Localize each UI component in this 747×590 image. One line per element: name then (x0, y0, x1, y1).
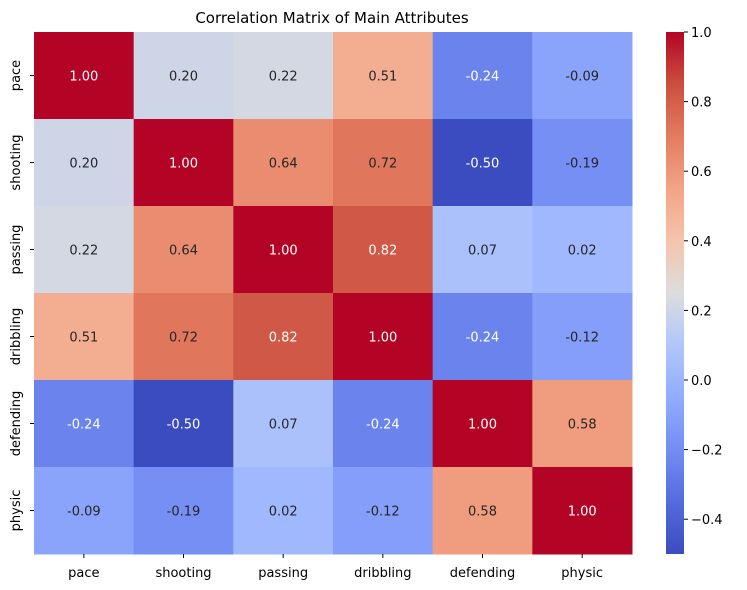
cell-value-label: -0.24 (466, 70, 500, 85)
cell-value-label: -0.24 (466, 331, 500, 346)
cell-value-label: 0.07 (269, 418, 298, 433)
cell-value-label: 0.64 (269, 157, 298, 172)
heatmap-cell (333, 206, 434, 294)
heatmap-cell (432, 119, 533, 207)
heatmap-cell (133, 32, 234, 120)
cell-value-label: -0.12 (565, 331, 599, 346)
y-tick-label: dribbling (9, 308, 24, 365)
heatmap-cell (233, 119, 334, 207)
cell-value-label: 0.51 (69, 331, 98, 346)
cell-value-label: 0.58 (468, 505, 497, 520)
cell-value-label: -0.09 (67, 505, 101, 520)
heatmap-cell (333, 32, 434, 120)
cell-value-label: -0.19 (565, 157, 599, 172)
cell-value-label: 0.22 (69, 244, 98, 259)
heatmap-cell (333, 467, 434, 555)
heatmap-cell (532, 467, 633, 555)
heatmap-cell (133, 206, 234, 294)
heatmap-cell (333, 293, 434, 381)
cell-value-label: 0.20 (69, 157, 98, 172)
heatmap-cell (233, 32, 334, 120)
cell-value-label: 1.00 (169, 157, 198, 172)
colorbar-tick-label: 0.6 (691, 165, 712, 180)
cell-value-label: 0.82 (368, 244, 397, 259)
cell-value-label: -0.19 (167, 505, 201, 520)
cell-value-label: 0.02 (269, 505, 298, 520)
heatmap-cell (432, 467, 533, 555)
colorbar-tick-label: 1.0 (691, 26, 712, 41)
colorbar-gradient (666, 32, 684, 554)
cell-value-label: 1.00 (269, 244, 298, 259)
x-tick-label: shooting (155, 566, 211, 581)
y-tick-label: shooting (9, 134, 24, 190)
cell-value-label: -0.09 (565, 70, 599, 85)
colorbar: −0.4 −0.2 0.0 0.2 0.4 0.6 0.8 1.0 (666, 26, 723, 554)
colorbar-tick-label: 0.2 (691, 304, 712, 319)
cell-value-label: -0.24 (366, 418, 400, 433)
heatmap-cell (233, 293, 334, 381)
heatmap-cell (432, 32, 533, 120)
cell-value-label: 0.02 (568, 244, 597, 259)
heatmap-cell (532, 206, 633, 294)
heatmap-cell (432, 206, 533, 294)
y-tick-label: passing (9, 225, 24, 275)
heatmap-cell (133, 119, 234, 207)
x-axis: pace shooting passing dribbling defending phy… (68, 554, 603, 581)
cell-value-label: 0.20 (169, 70, 198, 85)
heatmap-cell (432, 293, 533, 381)
heatmap-cell (133, 293, 234, 381)
cell-value-label: 1.00 (468, 418, 497, 433)
cell-value-label: 0.72 (368, 157, 397, 172)
x-tick-label: defending (450, 566, 515, 581)
cell-value-label: 1.00 (368, 331, 397, 346)
heatmap-cell (532, 32, 633, 120)
cell-value-label: 0.82 (269, 331, 298, 346)
heatmap-cell (34, 32, 135, 120)
heatmap-cell (532, 380, 633, 468)
chart-title: Correlation Matrix of Main Attributes (195, 9, 469, 27)
heatmap-cell (34, 293, 135, 381)
heatmap-cell (233, 467, 334, 555)
colorbar-tick-label: 0.4 (691, 235, 712, 250)
heatmap-cell (333, 380, 434, 468)
cell-value-label: 0.72 (169, 331, 198, 346)
cell-value-label: 1.00 (568, 505, 597, 520)
cell-value-label: 0.51 (368, 70, 397, 85)
y-tick-label: physic (9, 490, 24, 532)
heatmap-cell (432, 380, 533, 468)
cell-value-label: 0.58 (568, 418, 597, 433)
cell-value-label: -0.50 (167, 418, 201, 433)
heatmap-cell (133, 467, 234, 555)
heatmap-cell (532, 119, 633, 207)
colorbar-tick-label: 0.0 (691, 374, 712, 389)
x-tick-label: physic (561, 566, 603, 581)
heatmap-cell (532, 293, 633, 381)
x-tick-label: dribbling (354, 566, 411, 581)
heatmap-cell (133, 380, 234, 468)
heatmap-cell (34, 206, 135, 294)
heatmap-cell (34, 380, 135, 468)
cell-value-label: 0.64 (169, 244, 198, 259)
cell-value-label: 0.22 (269, 70, 298, 85)
heatmap-cells: 1.00 0.20 0.22 0.51 -0.24 -0.09 0.20 1.00 0.64 0.… (34, 32, 633, 555)
heatmap-cell (233, 380, 334, 468)
y-tick-label: pace (9, 60, 24, 91)
cell-value-label: 1.00 (69, 70, 98, 85)
cell-value-label: 0.07 (468, 244, 497, 259)
heatmap-cell (34, 467, 135, 555)
x-tick-label: pace (68, 566, 99, 581)
y-axis: pace shooting passing dribbling defending phy… (9, 60, 34, 532)
colorbar-tick-label: −0.2 (691, 444, 723, 459)
colorbar-tick-label: −0.4 (691, 513, 723, 528)
heatmap-cell (333, 119, 434, 207)
y-tick-label: defending (9, 391, 24, 456)
heatmap-cell (233, 206, 334, 294)
cell-value-label: -0.50 (466, 157, 500, 172)
cell-value-label: -0.12 (366, 505, 400, 520)
x-tick-label: passing (258, 566, 308, 581)
cell-value-label: -0.24 (67, 418, 101, 433)
colorbar-tick-label: 0.8 (691, 96, 712, 111)
heatmap-cell (34, 119, 135, 207)
